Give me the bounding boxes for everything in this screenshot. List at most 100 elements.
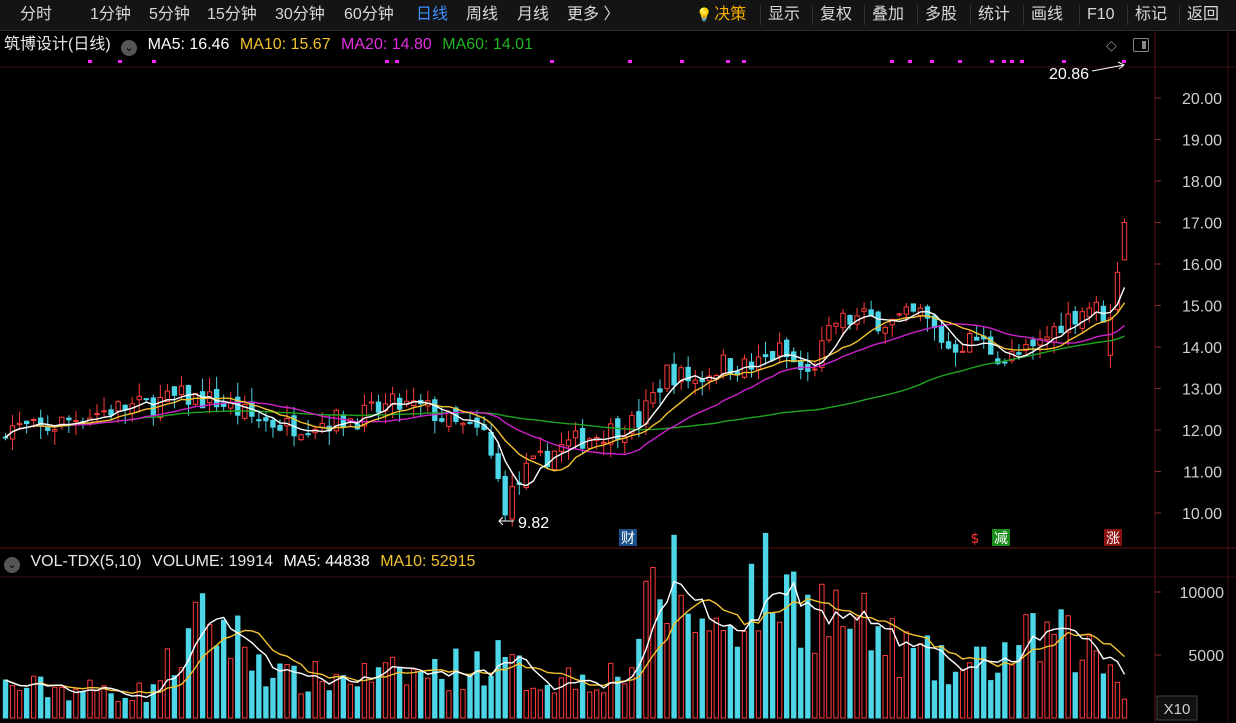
candle-body	[579, 428, 586, 449]
candle-body	[439, 418, 445, 422]
candle-body	[284, 417, 290, 427]
draw-button[interactable]: 画线	[1031, 6, 1064, 23]
candle-body	[143, 398, 149, 401]
volume-bar	[601, 692, 607, 719]
volume-bar	[727, 625, 734, 719]
candle-body	[720, 354, 727, 375]
candle-body	[256, 419, 262, 422]
volume-bar	[1100, 673, 1107, 719]
volume-bar	[981, 646, 987, 719]
volume-bar	[495, 640, 501, 719]
event-badge[interactable]	[966, 529, 984, 546]
volume-bar	[875, 626, 881, 719]
tab-fenshi[interactable]: 分时	[20, 6, 53, 23]
candle-body	[833, 322, 839, 327]
tab-60min[interactable]: 60分钟	[344, 6, 394, 23]
candle-body	[1009, 351, 1015, 362]
volume-bar	[73, 688, 79, 719]
stats-button[interactable]: 统计	[978, 6, 1011, 23]
volume-bar	[734, 646, 741, 719]
volume-bar	[150, 684, 156, 719]
volume-bar	[1030, 613, 1036, 719]
candle-body	[903, 306, 910, 315]
volume-bar	[439, 678, 445, 719]
decision-button[interactable]: 💡 决策	[696, 0, 746, 30]
overlay-button[interactable]: 叠加	[872, 6, 905, 23]
event-badge[interactable]	[1104, 529, 1122, 546]
candle-body	[882, 326, 888, 334]
candle-body	[861, 308, 867, 312]
diamond-icon[interactable]: ◇	[1106, 37, 1117, 53]
volume-bar	[741, 631, 748, 719]
volume-bar	[220, 619, 227, 719]
volume-bar	[579, 674, 586, 719]
legend-toggle-icon[interactable]: ⌄	[121, 40, 138, 56]
volume-bar	[586, 691, 593, 719]
volume-bar	[720, 630, 727, 719]
volume-ma10-value: MA10: 52915	[380, 553, 476, 570]
tab-15min[interactable]: 15分钟	[207, 6, 257, 23]
candle-body	[23, 420, 30, 425]
candle-body	[199, 391, 206, 409]
candle-body	[115, 401, 121, 412]
back-button[interactable]: 返回	[1187, 6, 1220, 23]
tab-30min[interactable]: 30分钟	[275, 6, 325, 23]
display-button[interactable]: 显示	[768, 6, 801, 23]
candle-body	[298, 434, 304, 441]
candle-body	[1058, 325, 1064, 334]
candle-body	[544, 450, 551, 468]
volume-bars	[2, 532, 1128, 719]
volume-legend: ⌄ VOL-TDX(5,10) VOLUME: 19914 MA5: 44838…	[4, 551, 481, 573]
volume-bar	[706, 630, 712, 719]
tab-5min[interactable]: 5分钟	[149, 6, 190, 23]
signal-marker	[1010, 60, 1014, 63]
volume-bar	[2, 679, 9, 719]
ma10-line	[5, 302, 1126, 472]
grid	[0, 31, 1236, 723]
event-badge-label: 涨	[1106, 531, 1120, 547]
signal-marker	[890, 60, 894, 63]
adjust-button[interactable]: 复权	[820, 6, 853, 23]
event-badge[interactable]	[992, 529, 1010, 546]
volume-bar	[1044, 621, 1050, 719]
signal-marker	[908, 60, 912, 63]
legend-toggle-icon[interactable]: ⌄	[4, 557, 20, 573]
volume-bar	[615, 676, 621, 719]
volume-bar	[143, 701, 149, 719]
event-badge[interactable]	[619, 529, 637, 546]
volume-bar	[305, 691, 311, 719]
tab-daily[interactable]: 日线	[416, 6, 449, 23]
volume-bar	[467, 673, 473, 719]
candle-body	[685, 366, 691, 382]
volume-bar	[94, 689, 100, 719]
volume-bar	[791, 571, 797, 719]
candle-body	[636, 411, 642, 428]
candle-body	[1093, 301, 1100, 314]
signal-marker	[1002, 60, 1006, 63]
volume-bar	[847, 628, 853, 719]
tab-more[interactable]: 更多 〉	[567, 6, 620, 23]
volume-bar	[988, 680, 994, 719]
volume-bar	[16, 690, 23, 719]
candle-body	[1121, 222, 1128, 261]
event-badge-label: 减	[994, 531, 1008, 547]
low-arrow	[498, 516, 514, 526]
volume-bar	[1037, 661, 1043, 719]
tab-monthly[interactable]: 月线	[517, 6, 550, 23]
f10-button[interactable]: F10	[1087, 6, 1115, 23]
candle-body	[601, 441, 607, 444]
volume-bar	[59, 686, 65, 719]
tab-1min[interactable]: 1分钟	[90, 6, 131, 23]
volume-bar	[45, 697, 51, 719]
tab-weekly[interactable]: 周线	[466, 6, 499, 23]
panel-toggle-icon[interactable]	[1133, 38, 1149, 52]
volume-bar	[66, 700, 72, 719]
volume-bar	[213, 645, 220, 719]
mark-button[interactable]: 标记	[1135, 6, 1168, 23]
multi-stock-button[interactable]: 多股	[925, 6, 958, 23]
candle-body	[847, 314, 853, 325]
volume-bar	[861, 592, 867, 719]
volume-bar	[382, 662, 389, 719]
volume-bar	[396, 666, 403, 719]
signal-marker	[680, 60, 684, 63]
